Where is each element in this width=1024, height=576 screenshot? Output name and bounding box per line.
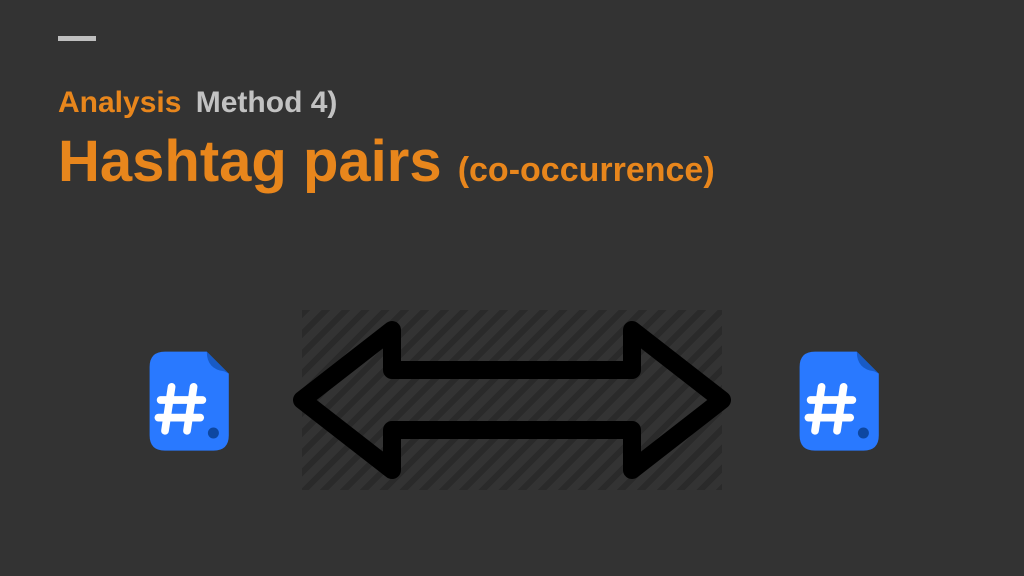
hashtag-file-icon-left: [132, 345, 242, 455]
bidirectional-arrow: [272, 300, 752, 500]
slide-subtitle: Analysis Method 4): [58, 86, 337, 120]
subtitle-method: Method 4): [196, 86, 338, 119]
accent-bar: [58, 36, 96, 41]
slide-title: Hashtag pairs (co-occurrence): [58, 128, 715, 195]
subtitle-analysis: Analysis: [58, 86, 181, 119]
title-paren: (co-occurrence): [458, 151, 715, 189]
graphic-row: [0, 300, 1024, 500]
title-main: Hashtag pairs: [58, 129, 442, 194]
hashtag-file-icon-right: [782, 345, 892, 455]
